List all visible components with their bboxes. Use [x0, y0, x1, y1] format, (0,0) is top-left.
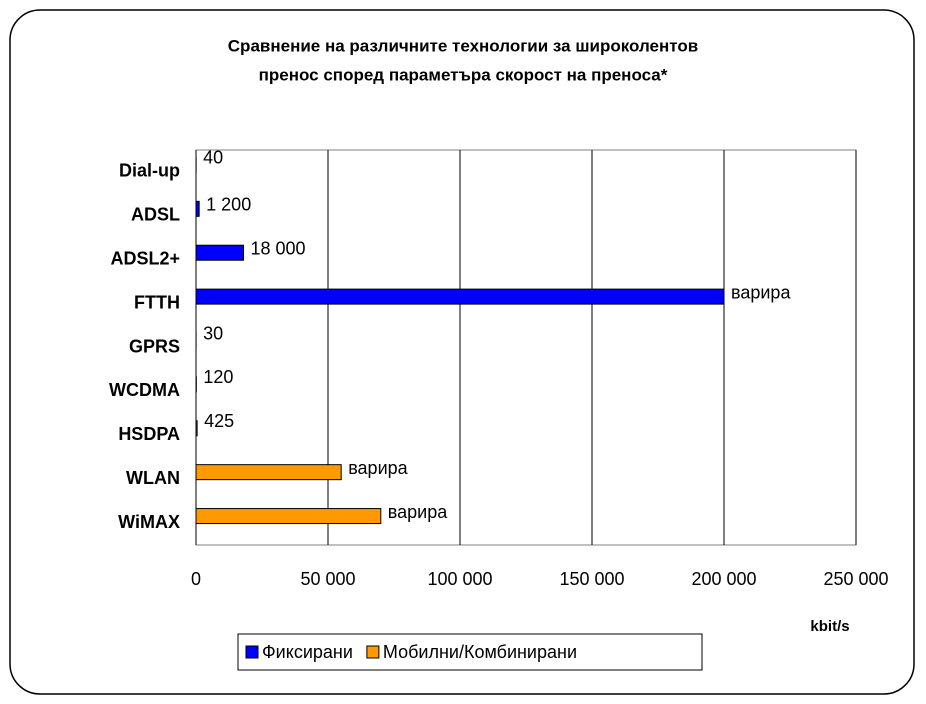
legend-label: Мобилни/Комбинирани: [383, 642, 577, 662]
y-tick-label: FTTH: [134, 292, 180, 312]
data-label: варира: [731, 282, 791, 302]
y-tick-label: WLAN: [126, 468, 180, 488]
x-tick-label: 0: [191, 569, 201, 589]
x-tick-label: 100 000: [427, 569, 492, 589]
data-label: 18 000: [251, 238, 306, 258]
bar: [195, 420, 198, 437]
y-tick-label: Dial-up: [119, 161, 180, 181]
data-label: 40: [203, 148, 223, 168]
y-tick-label: ADSL: [131, 205, 180, 225]
data-label: 30: [203, 323, 223, 343]
y-tick-label: WiMAX: [118, 512, 180, 532]
x-tick-label: 200 000: [691, 569, 756, 589]
data-label: 1 200: [206, 195, 251, 215]
chart-title: Сравнение на различните технологии за ши…: [228, 36, 698, 55]
data-label: варира: [348, 458, 408, 478]
x-tick-label: 250 000: [823, 569, 888, 589]
y-tick-label: HSDPA: [118, 424, 180, 444]
legend-swatch: [366, 645, 380, 659]
x-tick-label: 150 000: [559, 569, 624, 589]
y-tick-label: WCDMA: [109, 380, 180, 400]
y-tick-label: GPRS: [129, 336, 180, 356]
legend-label: Фиксирани: [262, 642, 353, 662]
chart-title: пренос според параметъра скорост на прен…: [259, 65, 668, 84]
bar: [195, 244, 245, 261]
data-label: варира: [388, 502, 448, 522]
legend-box: [237, 633, 703, 671]
legend-swatch: [245, 645, 259, 659]
x-axis-label: kbit/s: [810, 618, 849, 635]
data-label: 425: [204, 411, 234, 431]
data-label: 120: [203, 367, 233, 387]
bar: [195, 288, 725, 305]
bar: [195, 508, 382, 525]
bar: [195, 464, 342, 481]
y-tick-label: ADSL2+: [110, 248, 180, 268]
bar: [195, 200, 200, 217]
x-tick-label: 50 000: [300, 569, 355, 589]
